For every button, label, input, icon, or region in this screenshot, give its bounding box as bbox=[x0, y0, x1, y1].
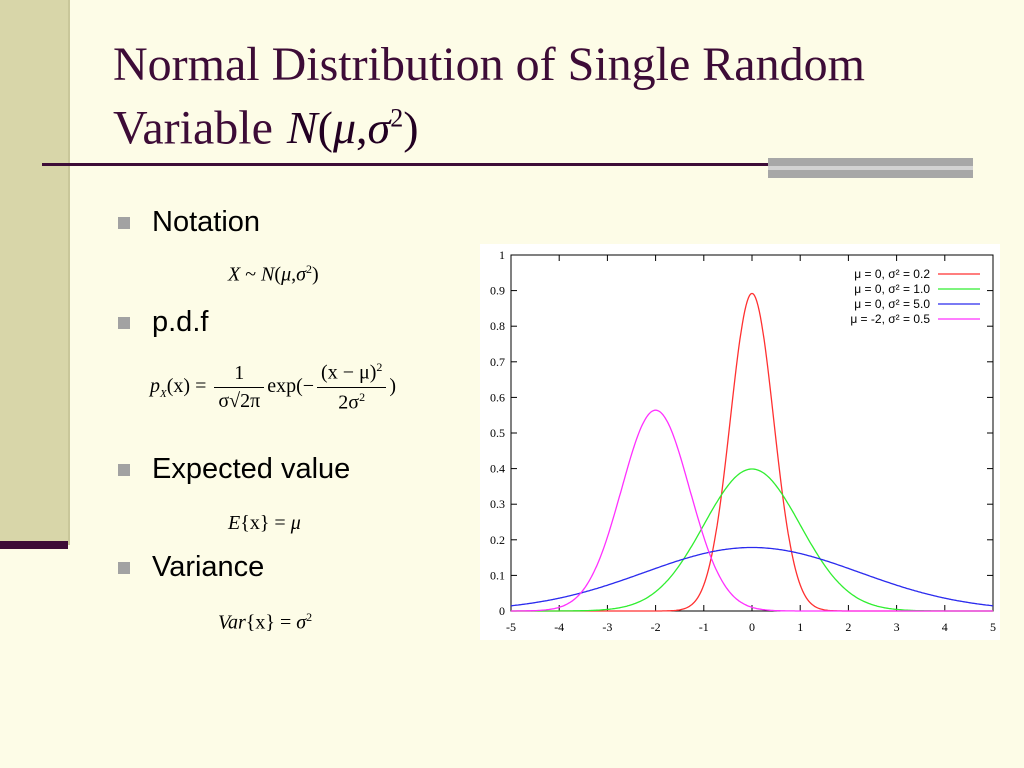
math-symbol: μ bbox=[290, 512, 301, 534]
math-symbol: = bbox=[190, 374, 212, 397]
x-tick-label: -5 bbox=[506, 620, 516, 634]
x-tick-label: 0 bbox=[749, 620, 755, 634]
math-symbol: ( bbox=[274, 263, 282, 286]
x-tick-label: -1 bbox=[699, 620, 709, 634]
fraction-denominator: σ√2π bbox=[218, 389, 261, 412]
chart-background bbox=[480, 244, 1000, 640]
fraction-numerator: (x − μ)2 bbox=[317, 360, 387, 388]
normal-distribution-chart: 0 0.1 0.2 0.3 0.4 0.5 0.6 0.7 0.8 0.9 1 -5 -4 -3 -2 -1 0… bbox=[480, 244, 1000, 640]
sidebar-decoration bbox=[0, 0, 68, 545]
math-symbol: exp(− bbox=[267, 374, 315, 397]
math-symbol: p bbox=[150, 374, 160, 397]
math-symbol: 2σ bbox=[338, 391, 360, 414]
math-superscript: 2 bbox=[305, 262, 312, 276]
math-symbol: ) bbox=[311, 263, 319, 286]
x-tick-label: -4 bbox=[554, 620, 564, 634]
y-tick-label: 0.1 bbox=[490, 568, 505, 582]
y-tick-label: 0.5 bbox=[490, 426, 505, 440]
y-tick-label: 0.3 bbox=[490, 497, 505, 511]
x-tick-label: 4 bbox=[942, 620, 948, 634]
math-symbol: , bbox=[291, 263, 297, 286]
notation-equation: X ~ N(μ,σ2) bbox=[228, 262, 319, 287]
math-symbol: ~ bbox=[240, 263, 262, 286]
math-symbol: ( bbox=[317, 102, 333, 154]
legend-label: μ = 0, σ² = 1.0 bbox=[854, 282, 930, 296]
pdf-coefficient-fraction: 1 σ√2π bbox=[214, 362, 265, 413]
math-superscript: 2 bbox=[390, 104, 404, 133]
y-tick-label: 0.7 bbox=[490, 355, 505, 369]
math-superscript: 2 bbox=[306, 610, 313, 624]
math-symbol: E bbox=[228, 512, 241, 534]
expected-value-equation: E{x} = μ bbox=[228, 512, 301, 535]
bullet-square-icon bbox=[118, 217, 130, 229]
math-symbol: ) bbox=[403, 102, 419, 154]
bullet-expected-value: Expected value bbox=[152, 453, 351, 485]
divider-accent-line bbox=[768, 166, 973, 170]
math-symbol: N bbox=[286, 102, 318, 154]
math-symbol: Var bbox=[218, 611, 246, 634]
sidebar-edge-line bbox=[68, 0, 70, 545]
y-tick-label: 0 bbox=[499, 604, 505, 618]
x-tick-label: 1 bbox=[797, 620, 803, 634]
bullet-square-icon bbox=[118, 317, 130, 329]
series-line bbox=[511, 409, 993, 612]
math-symbol: μ bbox=[332, 102, 357, 154]
title-line-1: Normal Distribution of Single Random bbox=[113, 38, 865, 91]
slide-title: Normal Distribution of Single Random Var… bbox=[113, 38, 993, 155]
title-line-2: Variable bbox=[113, 101, 273, 155]
y-tick-label: 0.8 bbox=[490, 319, 505, 333]
math-symbol: N bbox=[261, 263, 275, 286]
bullet-pdf: p.d.f bbox=[152, 306, 209, 338]
bullet-variance: Variance bbox=[152, 551, 265, 583]
math-symbol: ) bbox=[389, 374, 397, 397]
math-symbol: σ bbox=[296, 611, 307, 634]
x-tick-label: 5 bbox=[990, 620, 996, 634]
series-line bbox=[510, 546, 994, 607]
math-subscript: X bbox=[160, 387, 167, 400]
bullet-square-icon bbox=[118, 464, 130, 476]
math-symbol: {x} bbox=[240, 512, 270, 534]
title-math-notation: N(μ,σ2) bbox=[287, 102, 419, 153]
math-symbol: , bbox=[356, 102, 368, 154]
math-symbol: = bbox=[269, 512, 291, 534]
math-symbol: σ bbox=[367, 102, 391, 154]
legend-label: μ = -2, σ² = 0.5 bbox=[850, 312, 930, 326]
y-tick-label: 1 bbox=[499, 248, 505, 262]
y-tick-label: 0.4 bbox=[490, 462, 505, 476]
math-superscript: 2 bbox=[376, 360, 383, 374]
y-tick-label: 0.6 bbox=[490, 390, 505, 404]
math-symbol: μ bbox=[281, 263, 292, 286]
math-symbol: X bbox=[228, 263, 241, 286]
y-tick-label: 0.2 bbox=[490, 533, 505, 547]
pdf-equation: pX(x) = 1 σ√2π exp(− (x − μ)2 2σ2) bbox=[150, 360, 396, 414]
x-tick-label: 3 bbox=[894, 620, 900, 634]
bullet-notation: Notation bbox=[152, 206, 261, 238]
fraction-numerator: 1 bbox=[214, 362, 265, 388]
x-tick-label: -2 bbox=[651, 620, 661, 634]
bullet-square-icon bbox=[118, 562, 130, 574]
math-superscript: 2 bbox=[359, 389, 366, 404]
x-tick-label: 2 bbox=[845, 620, 851, 634]
legend-label: μ = 0, σ² = 5.0 bbox=[854, 297, 930, 311]
pdf-exponent-fraction: (x − μ)2 2σ2 bbox=[317, 360, 387, 415]
math-symbol: = bbox=[275, 611, 297, 634]
y-tick-label: 0.9 bbox=[490, 284, 505, 298]
title-divider bbox=[42, 163, 972, 166]
variance-equation: Var{x} = σ2 bbox=[218, 610, 312, 635]
legend-label: μ = 0, σ² = 0.2 bbox=[854, 267, 930, 281]
math-symbol: {x} bbox=[245, 611, 275, 634]
math-symbol: (x) bbox=[166, 374, 191, 397]
x-tick-label: -3 bbox=[602, 620, 612, 634]
math-symbol: (x − μ) bbox=[321, 361, 377, 384]
math-symbol: σ bbox=[296, 263, 306, 286]
fraction-denominator: 2σ2 bbox=[317, 388, 386, 415]
sidebar-accent-bar bbox=[0, 541, 68, 549]
